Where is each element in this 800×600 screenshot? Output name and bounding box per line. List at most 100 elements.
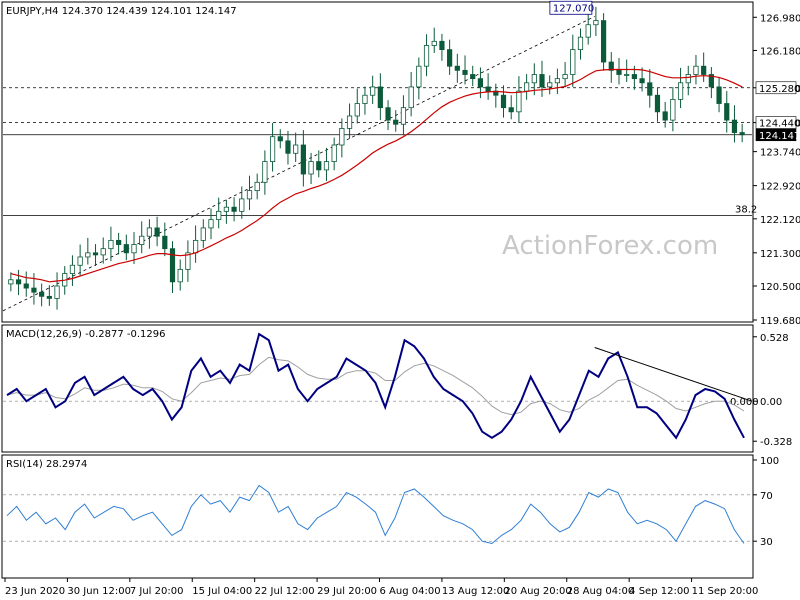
candle-body xyxy=(169,248,176,283)
x-tick-label: 15 Jul 04:00 xyxy=(192,586,252,597)
candle-body xyxy=(470,74,476,80)
candle-body xyxy=(447,49,453,67)
candle-body xyxy=(208,219,214,229)
candle-body xyxy=(316,161,322,171)
x-tick-label: 7 Jul 20:00 xyxy=(130,586,184,597)
candle-body xyxy=(677,82,684,100)
candle-body xyxy=(485,86,491,92)
macd-tick-label: 0.00 xyxy=(760,397,782,408)
candle-body xyxy=(516,90,522,113)
candle-body xyxy=(23,283,29,289)
candle-body xyxy=(216,210,222,221)
macd-trendline xyxy=(594,347,753,402)
candle-body xyxy=(500,94,507,109)
candle-body xyxy=(616,69,622,75)
axis-layer: 23 Jun 2020 30 Jun 12:007 Jul 20:00 15 Jul… xyxy=(4,578,759,597)
candle-body xyxy=(531,74,537,84)
candle-body xyxy=(300,144,306,175)
x-tick-label: 20 Aug 20:00 xyxy=(504,586,571,597)
candle-body xyxy=(54,285,60,299)
candle-body xyxy=(570,49,576,75)
candle-body xyxy=(346,115,353,129)
candle-body xyxy=(593,20,599,26)
candle-body xyxy=(269,136,276,162)
candle-body xyxy=(85,252,91,258)
candle-body xyxy=(323,161,330,171)
candle-body xyxy=(562,74,568,80)
candle-body xyxy=(600,20,607,63)
candle-body xyxy=(400,107,407,125)
candle-body xyxy=(116,239,122,245)
candle-body xyxy=(46,295,52,299)
candle-body xyxy=(123,244,129,254)
candle-body xyxy=(416,65,422,88)
price-level-tag-label: 124.440 xyxy=(759,119,800,130)
candle-body xyxy=(331,144,337,162)
macd-layer: 0.528 0.00 -0.328 0.000 xyxy=(3,332,792,448)
candle-body xyxy=(177,269,183,283)
candle-body xyxy=(508,107,514,113)
candle-body xyxy=(408,86,414,109)
candle-body xyxy=(354,103,360,117)
candle-body xyxy=(731,119,738,133)
candle-body xyxy=(15,279,22,285)
candle-body xyxy=(577,36,584,51)
price-level-tag xyxy=(755,128,797,142)
candle-body xyxy=(631,74,637,80)
candle-body xyxy=(8,279,14,285)
moving-average-line xyxy=(10,68,743,283)
candle-body xyxy=(431,40,437,46)
candle-body xyxy=(393,119,399,125)
candle-body xyxy=(154,227,160,237)
candle-body xyxy=(739,132,745,136)
candle-body xyxy=(385,107,391,121)
price-tick-label: 122.120 xyxy=(760,215,800,226)
candle-body xyxy=(308,161,314,175)
price-tick-label: 122.920 xyxy=(760,182,800,193)
price-tick-label: 120.500 xyxy=(760,282,800,293)
rsi-line xyxy=(6,484,745,545)
candle-body xyxy=(639,78,645,84)
candle-body xyxy=(285,140,291,154)
candle-body xyxy=(716,86,722,104)
price-tick-label: 126.180 xyxy=(760,46,800,57)
x-tick-label: 22 Jul 12:00 xyxy=(255,586,315,597)
candle-body xyxy=(524,82,530,92)
candle-body xyxy=(362,94,368,104)
candle-body xyxy=(662,111,668,121)
watermark: ActionForex.com xyxy=(502,231,718,261)
candle-body xyxy=(685,74,691,84)
price-tick-label: 119.680 xyxy=(760,316,800,327)
rsi-tick-label: 100 xyxy=(760,456,779,467)
candle-body xyxy=(108,239,114,250)
candle-body xyxy=(69,264,76,274)
x-tick-label: 29 Jul 20:00 xyxy=(317,586,377,597)
candle-body xyxy=(585,24,591,38)
candle-body xyxy=(693,65,699,75)
high-annotation-box xyxy=(549,0,593,15)
rsi-tick-label: 30 xyxy=(760,537,773,548)
macd-pane-frame xyxy=(1,324,754,453)
candle-body xyxy=(423,45,430,67)
x-tick-label: 13 Aug 12:00 xyxy=(442,586,509,597)
x-tick-label: 23 Jun 2020 xyxy=(5,586,65,597)
price-pane-title: EURJPY,H4 124.370 124.439 124.101 124.14… xyxy=(6,6,237,17)
x-tick-label: 11 Sep 20:00 xyxy=(692,586,759,597)
rsi-pane-title: RSI(14) 28.2974 xyxy=(6,459,87,470)
candle-body xyxy=(223,206,229,212)
candle-body xyxy=(454,65,460,71)
candle-body xyxy=(477,78,484,88)
candle-body xyxy=(462,69,468,75)
price-tick-label: 123.740 xyxy=(760,148,800,159)
candle-body xyxy=(554,78,561,84)
candle-body xyxy=(670,98,676,121)
candle-body xyxy=(277,136,283,142)
candle-body xyxy=(200,227,206,241)
fib-label: 38.2 xyxy=(735,204,757,215)
candle-body xyxy=(370,86,376,96)
candle-body xyxy=(701,65,707,75)
high-annotation-label: 127.070 xyxy=(553,3,594,14)
